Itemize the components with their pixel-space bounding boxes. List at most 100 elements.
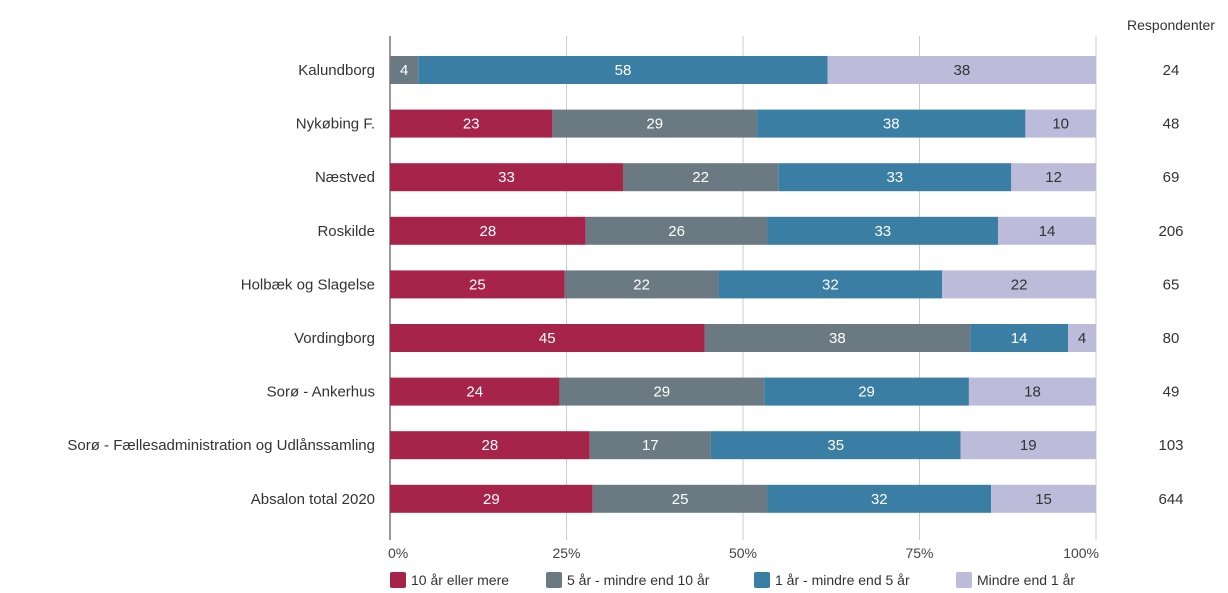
legend-label: Mindre end 1 år [977,572,1075,588]
bar-segment [960,431,1096,460]
bar-segment [390,56,419,84]
legend-label: 5 år - mindre end 10 år [567,572,710,588]
bars: 4 58 38 23 29 38 10 33 22 33 12 28 26 33 14 25 22 32 22 45 3… [390,56,1096,513]
data-label: 4 [1078,330,1086,347]
bar-row: 28 26 33 14 [390,216,1096,245]
bar-segment [998,216,1096,245]
respondent-count: 644 [1158,491,1183,508]
category-label: Absalon total 2020 [251,491,375,508]
data-label: 22 [692,169,709,186]
data-label: 38 [954,62,971,79]
x-tick-label: 0% [388,545,408,561]
bar-segment [564,270,719,299]
x-axis-ticks: 0% 25% 50% 75% 100% [388,545,1099,561]
bar-row: 29 25 32 15 [390,484,1096,513]
respondent-count: 65 [1163,276,1180,293]
data-label: 29 [653,384,670,401]
bar-segment [827,56,1096,84]
bar-segment [390,163,623,192]
legend-label: 1 år - mindre end 5 år [775,572,910,588]
category-label: Sorø - Fællesadministration og Udlånssam… [67,437,375,454]
respondent-count: 49 [1163,384,1180,401]
x-tick-label: 100% [1063,545,1099,561]
bar-segment [991,484,1096,513]
data-label: 12 [1045,169,1062,186]
data-label: 38 [883,116,900,133]
data-label: 4 [400,62,408,79]
data-label: 17 [642,437,659,454]
category-label: Kalundborg [298,62,375,79]
data-label: 33 [886,169,903,186]
data-label: 14 [1039,223,1056,240]
legend-swatch [956,572,972,588]
bar-segment [418,56,828,84]
data-label: 10 [1052,116,1069,133]
bar-segment [757,109,1026,138]
bar-segment [390,484,593,513]
data-label: 45 [539,330,556,347]
legend-swatch [390,572,406,588]
data-label: 29 [858,384,875,401]
data-label: 22 [1011,276,1028,293]
data-label: 32 [871,491,888,508]
data-label: 19 [1020,437,1037,454]
data-label: 25 [672,491,689,508]
respondents-header: Respondenter [1127,17,1215,33]
category-label: Holbæk og Slagelse [241,276,375,293]
bar-segment [1068,324,1096,352]
bar-segment [390,324,705,352]
category-label: Nykøbing F. [296,116,375,133]
legend-item: 5 år - mindre end 10 år [546,572,710,588]
bar-segment [390,216,586,245]
bar-segment [1025,109,1096,138]
x-tick-label: 75% [905,545,933,561]
bar-row: 23 29 38 10 [390,109,1096,138]
bar-segment [589,431,711,460]
respondents-column: Respondenter 24 48 69 206 65 80 49 103 644 [1127,17,1215,508]
respondent-count: 24 [1163,62,1180,79]
bar-segment [390,377,560,406]
bar-segment [390,270,565,299]
bar-row: 33 22 33 12 [390,163,1096,192]
data-label: 28 [480,223,497,240]
data-label: 28 [481,437,498,454]
bar-segment [552,109,758,138]
legend-label: 10 år eller mere [411,572,509,588]
bar-segment [390,431,590,460]
bar-segment [767,216,999,245]
bar-segment [970,324,1069,352]
bar-segment [585,216,768,245]
bar-segment [968,377,1096,406]
respondent-count: 80 [1163,330,1180,347]
bar-segment [1011,163,1096,192]
respondent-count: 48 [1163,116,1180,133]
bar-segment [778,163,1012,192]
bar-row: 24 29 29 18 [390,377,1096,406]
x-tick-label: 50% [729,545,757,561]
data-label: 58 [615,62,632,79]
category-labels: Kalundborg Nykøbing F. Næstved Roskilde Holb… [67,62,375,508]
bar-segment [767,484,992,513]
data-label: 26 [668,223,685,240]
bar-segment [942,270,1096,299]
category-label: Vordingborg [294,330,375,347]
bar-row: 45 38 14 4 [390,324,1096,352]
data-label: 33 [498,169,515,186]
data-label: 35 [827,437,844,454]
respondent-count: 206 [1158,223,1183,240]
legend-item: 10 år eller mere [390,572,509,588]
bar-segment [718,270,943,299]
bar-row: 28 17 35 19 [390,431,1096,460]
bar-segment [622,163,779,192]
bar-segment [592,484,768,513]
data-label: 18 [1024,384,1041,401]
category-label: Roskilde [317,223,375,240]
legend-item: Mindre end 1 år [956,572,1075,588]
data-label: 25 [469,276,486,293]
respondent-count: 103 [1158,437,1183,454]
data-label: 29 [646,116,663,133]
legend: 10 år eller mere 5 år - mindre end 10 år 1… [390,572,1075,588]
data-label: 29 [483,491,500,508]
data-label: 23 [463,116,480,133]
